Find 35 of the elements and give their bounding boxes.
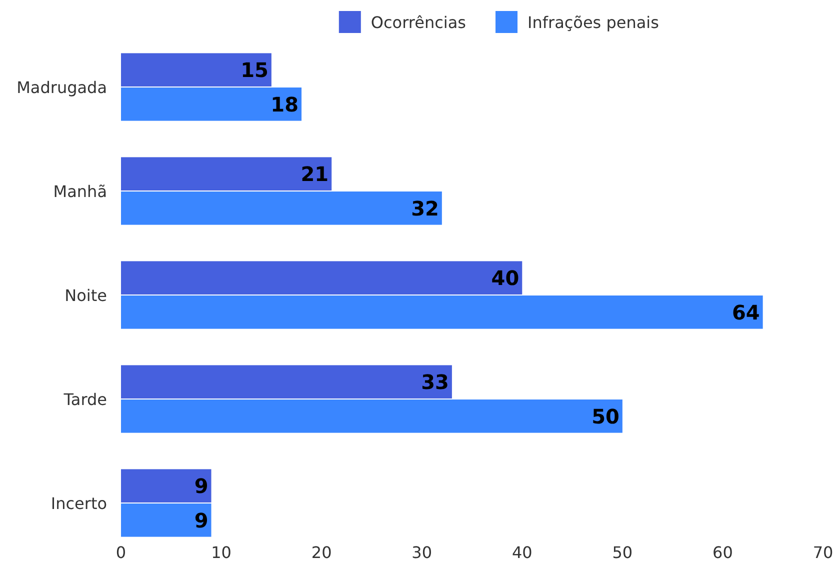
y-tick-label: Noite bbox=[64, 286, 107, 305]
data-label: 64 bbox=[732, 300, 760, 324]
data-label: 15 bbox=[240, 58, 268, 82]
bar bbox=[121, 365, 452, 398]
legend-label: Ocorrências bbox=[370, 12, 466, 32]
bar bbox=[121, 88, 302, 121]
data-label: 9 bbox=[194, 474, 208, 498]
bar bbox=[121, 261, 522, 294]
data-label: 50 bbox=[592, 404, 620, 428]
x-tick-label: 20 bbox=[311, 543, 332, 562]
x-tick-label: 30 bbox=[412, 543, 432, 562]
bar bbox=[121, 504, 212, 537]
x-tick-label: 0 bbox=[116, 543, 126, 562]
legend-label: Infrações penais bbox=[528, 12, 659, 32]
y-tick-label: Tarde bbox=[62, 390, 107, 409]
data-label: 21 bbox=[300, 162, 329, 186]
x-tick-label: 40 bbox=[512, 543, 532, 562]
bar bbox=[121, 53, 272, 86]
data-label: 18 bbox=[270, 92, 299, 116]
y-tick-label: Manhã bbox=[53, 182, 107, 201]
x-tick-label: 50 bbox=[612, 543, 633, 562]
bar bbox=[121, 296, 763, 329]
data-label: 9 bbox=[194, 508, 208, 532]
x-tick-label: 70 bbox=[812, 543, 834, 562]
bar bbox=[121, 157, 332, 190]
y-tick-label: Madrugada bbox=[16, 78, 107, 97]
x-tick-label: 10 bbox=[211, 543, 232, 562]
data-label: 32 bbox=[411, 196, 439, 220]
bar bbox=[121, 192, 442, 225]
bar bbox=[121, 400, 622, 433]
data-label: 33 bbox=[421, 370, 449, 394]
data-label: 40 bbox=[491, 266, 520, 290]
bar bbox=[121, 469, 212, 502]
y-tick-label: Incerto bbox=[50, 494, 107, 513]
x-tick-label: 60 bbox=[712, 543, 733, 562]
